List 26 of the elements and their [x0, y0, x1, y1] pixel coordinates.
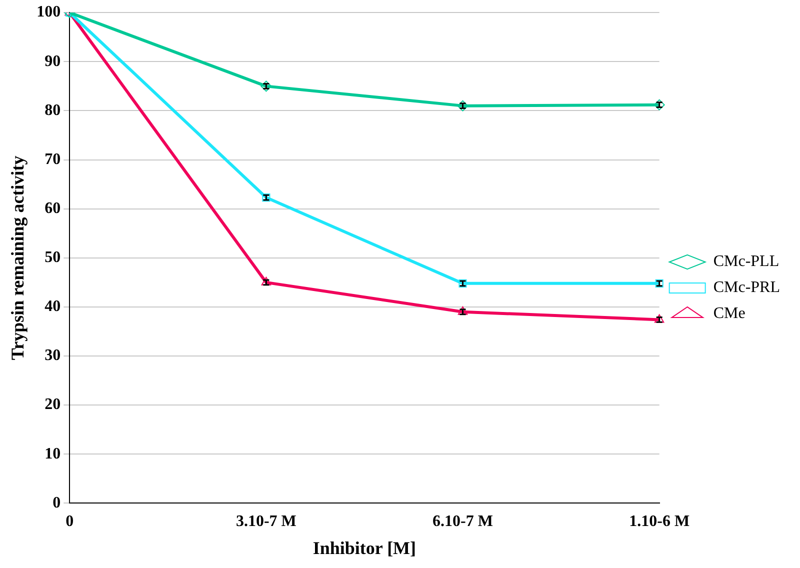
- point: [457, 100, 468, 112]
- y-axis-title: Trypsin remaining activity: [7, 156, 28, 360]
- x-axis-title: Inhibitor [M]: [312, 538, 416, 558]
- point: [654, 99, 665, 110]
- point: [654, 314, 664, 323]
- x-tick-label: 3.10-7 M: [236, 512, 296, 530]
- y-tick-label: 0: [52, 494, 61, 512]
- y-tick-label: 60: [44, 200, 61, 217]
- y-tick-label: 50: [44, 249, 61, 266]
- y-tick-label: 100: [36, 4, 61, 21]
- x-tick-label: 1.10-6 M: [629, 512, 690, 530]
- legend-label: CMe: [713, 305, 746, 322]
- legend-label: CMc-PLL: [713, 253, 780, 270]
- y-tick-label: 70: [44, 150, 61, 168]
- y-tick-label: 80: [44, 102, 61, 119]
- y-tick-label: 90: [44, 52, 61, 70]
- y-tick-label: 20: [44, 396, 61, 414]
- point: [458, 306, 468, 315]
- point: [260, 80, 272, 92]
- point: [261, 276, 272, 286]
- x-tick-label: 0: [66, 512, 74, 530]
- y-tick-label: 30: [44, 347, 61, 364]
- y-tick-label: 40: [44, 298, 61, 316]
- y-tick-label: 10: [44, 445, 61, 462]
- x-tick-label: 6.10-7 M: [432, 512, 493, 530]
- legend-label: CMc-PRL: [713, 279, 780, 296]
